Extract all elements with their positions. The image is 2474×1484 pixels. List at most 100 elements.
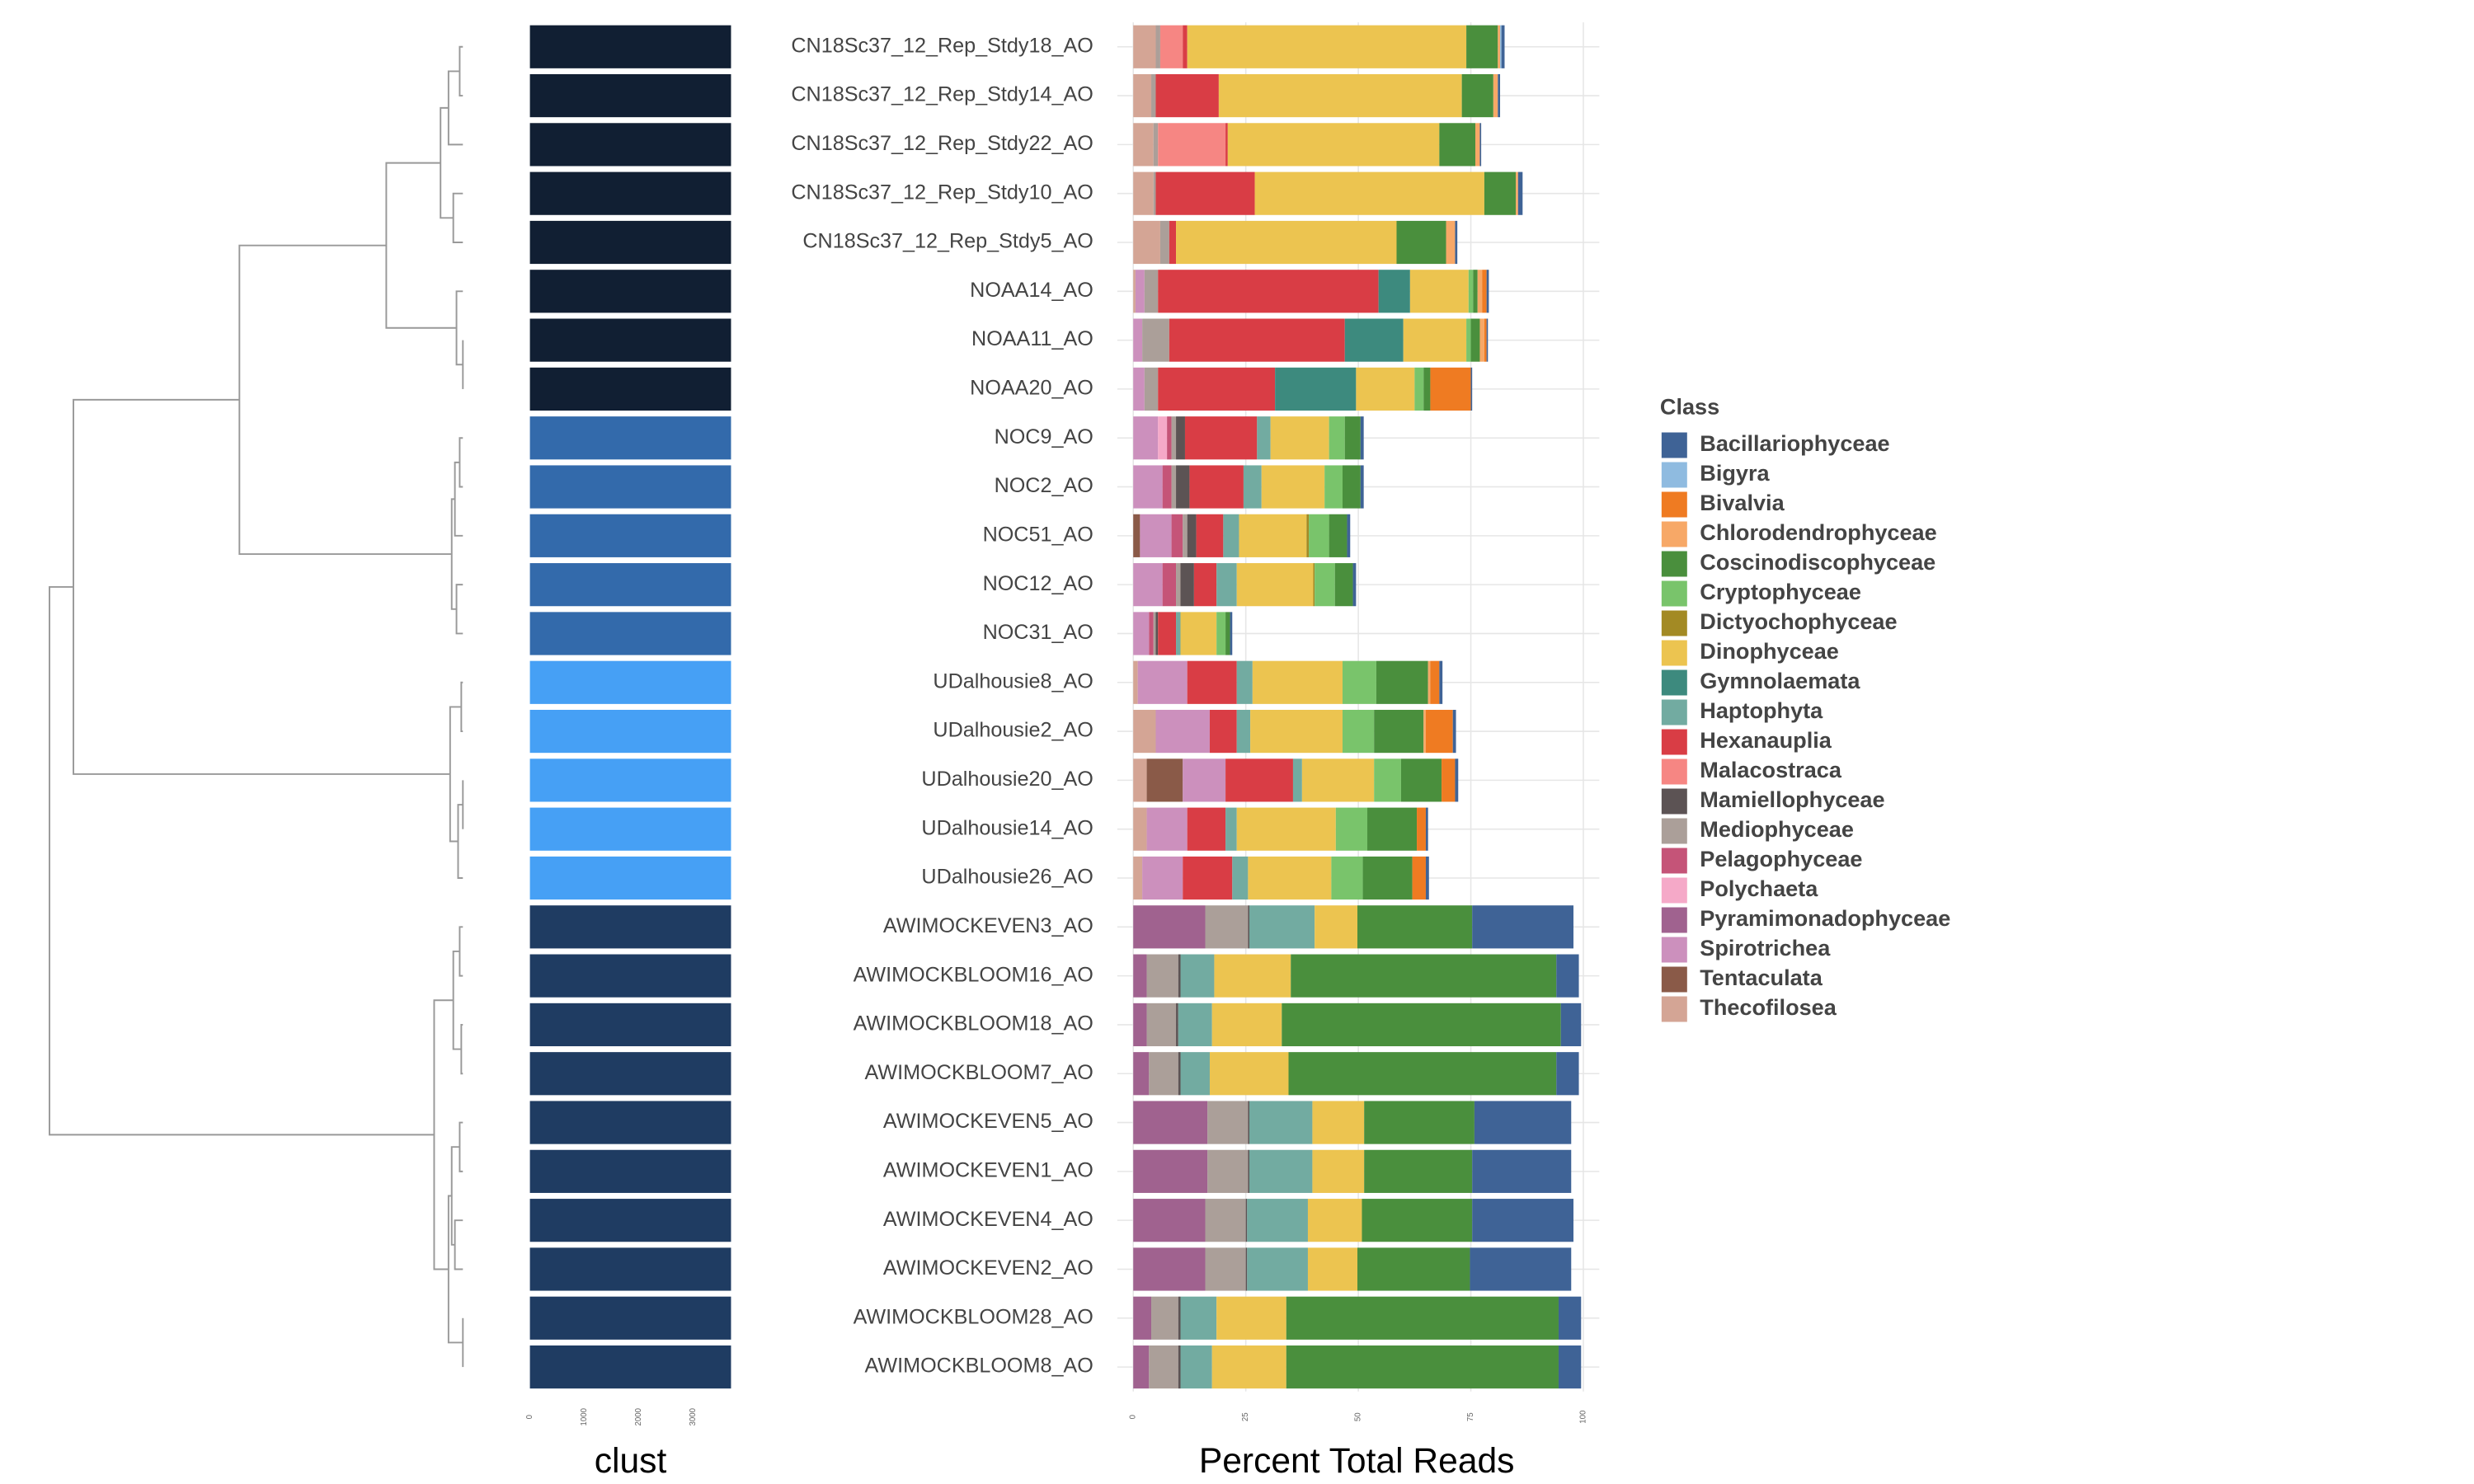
bar-segment bbox=[1225, 612, 1230, 655]
dendrogram-branch bbox=[454, 1219, 463, 1270]
bar-segment bbox=[1498, 25, 1501, 68]
bar-segment bbox=[1169, 318, 1345, 362]
legend-label: Dinophyceae bbox=[1700, 638, 1839, 664]
bar-segment bbox=[1362, 1199, 1473, 1242]
dendrogram-branch bbox=[433, 999, 454, 1270]
bar-segment bbox=[1479, 123, 1482, 167]
legend-label: Tentaculata bbox=[1700, 965, 1823, 990]
clust-bar bbox=[529, 318, 731, 362]
legend-label: Thecofilosea bbox=[1700, 994, 1837, 1020]
bar-segment bbox=[1423, 367, 1431, 411]
bar-segment bbox=[1225, 758, 1293, 802]
bar-segment bbox=[1218, 73, 1462, 118]
bar-segment bbox=[1133, 954, 1147, 998]
bar-segment bbox=[1470, 318, 1480, 362]
bar-segment bbox=[1133, 465, 1163, 509]
bar-segment bbox=[1342, 660, 1376, 704]
bar-segment bbox=[1171, 416, 1177, 460]
y-tick-label: AWIMOCKEVEN1_AO bbox=[883, 1158, 1094, 1181]
bar-segment bbox=[1412, 856, 1426, 900]
clust-bar bbox=[529, 905, 731, 949]
bar-segment bbox=[1270, 416, 1329, 460]
bar-segment bbox=[1180, 1052, 1210, 1096]
y-tick-label: NOC2_AO bbox=[995, 474, 1094, 497]
bar-segment bbox=[1133, 709, 1156, 754]
bar-segment bbox=[1159, 220, 1169, 265]
bar-segment bbox=[1151, 73, 1156, 118]
dendrogram bbox=[49, 45, 464, 1368]
legend-label: Haptophyta bbox=[1700, 697, 1823, 723]
clust-axis-title: clust bbox=[595, 1441, 667, 1481]
clust-tick-label: 1000 bbox=[580, 1408, 589, 1425]
y-tick-label: AWIMOCKBLOOM8_AO bbox=[865, 1355, 1094, 1378]
bar-segment bbox=[1230, 612, 1233, 655]
bar-segment bbox=[1209, 709, 1237, 754]
bar-segment bbox=[1334, 563, 1353, 607]
bar-segment bbox=[1146, 954, 1178, 998]
bar-segment bbox=[1153, 612, 1156, 655]
bar-segment bbox=[1309, 514, 1329, 557]
bar-segment bbox=[1133, 367, 1145, 411]
bar-segment bbox=[1227, 123, 1440, 167]
dendrogram-branch bbox=[238, 244, 452, 556]
bar-segment bbox=[1146, 1003, 1177, 1047]
bar-segment bbox=[1249, 1149, 1313, 1193]
bar-segment bbox=[1187, 660, 1237, 704]
bar-segment bbox=[1307, 1199, 1362, 1242]
bar-segment bbox=[1133, 1199, 1206, 1242]
y-tick-label: AWIMOCKEVEN5_AO bbox=[883, 1110, 1094, 1133]
legend-label: Polychaeta bbox=[1700, 876, 1818, 901]
bar-segment bbox=[1180, 612, 1217, 655]
bar-segment bbox=[1158, 367, 1276, 411]
bar-segment bbox=[1312, 1149, 1365, 1193]
bar-segment bbox=[1360, 465, 1364, 509]
clust-bar bbox=[529, 1149, 731, 1193]
legend-key bbox=[1661, 788, 1687, 815]
legend-key bbox=[1661, 729, 1687, 755]
clust-bar bbox=[529, 1296, 731, 1340]
bar-segment bbox=[1306, 514, 1310, 557]
bar-segment bbox=[1466, 25, 1498, 68]
legend-key bbox=[1661, 907, 1687, 933]
bar-segment bbox=[1479, 318, 1484, 362]
bar-segment bbox=[1342, 465, 1361, 509]
bar-segment bbox=[1133, 1149, 1208, 1193]
legend-label: Bacillariophyceae bbox=[1700, 430, 1889, 456]
clust-bar bbox=[529, 1052, 731, 1096]
legend-label: Hexanauplia bbox=[1700, 727, 1832, 753]
bar-segment bbox=[1223, 514, 1239, 557]
bar-segment bbox=[1133, 220, 1160, 265]
legend-label: Chlorodendrophyceae bbox=[1700, 519, 1936, 545]
bar-segment bbox=[1180, 954, 1215, 998]
bar-segment bbox=[1248, 1149, 1250, 1193]
legend-label: Dictyochophyceae bbox=[1700, 608, 1897, 634]
bar-segment bbox=[1396, 220, 1446, 265]
bar-segment bbox=[1252, 660, 1343, 704]
bar-segment bbox=[1178, 1296, 1181, 1340]
clust-bar bbox=[529, 563, 731, 607]
bar-segment bbox=[1261, 465, 1325, 509]
dendrogram-branch bbox=[452, 192, 463, 243]
dendrogram-branch bbox=[460, 681, 463, 733]
legend-key bbox=[1661, 432, 1687, 458]
bar-segment bbox=[1378, 270, 1410, 313]
clust-bar bbox=[529, 1199, 731, 1242]
bar-segment bbox=[1313, 563, 1315, 607]
clust-tick-label: 3000 bbox=[689, 1408, 698, 1425]
bar-segment bbox=[1158, 270, 1379, 313]
bar-segment bbox=[1140, 514, 1172, 557]
y-tick-label: CN18Sc37_12_Rep_Stdy14_AO bbox=[791, 83, 1093, 106]
y-tick-label: CN18Sc37_12_Rep_Stdy10_AO bbox=[791, 181, 1093, 204]
y-tick-label: CN18Sc37_12_Rep_Stdy18_AO bbox=[791, 34, 1093, 57]
bar-segment bbox=[1517, 171, 1523, 215]
bar-segment bbox=[1232, 856, 1249, 900]
legend-key bbox=[1661, 818, 1687, 844]
clust-bar bbox=[529, 25, 731, 68]
bar-segment bbox=[1357, 905, 1473, 949]
clust-bar bbox=[529, 612, 731, 655]
bar-segment bbox=[1291, 954, 1557, 998]
clust-bar bbox=[529, 807, 731, 851]
y-tick-label: AWIMOCKEVEN4_AO bbox=[883, 1208, 1094, 1231]
bar-segment bbox=[1178, 1052, 1181, 1096]
clust-bar bbox=[529, 1345, 731, 1389]
